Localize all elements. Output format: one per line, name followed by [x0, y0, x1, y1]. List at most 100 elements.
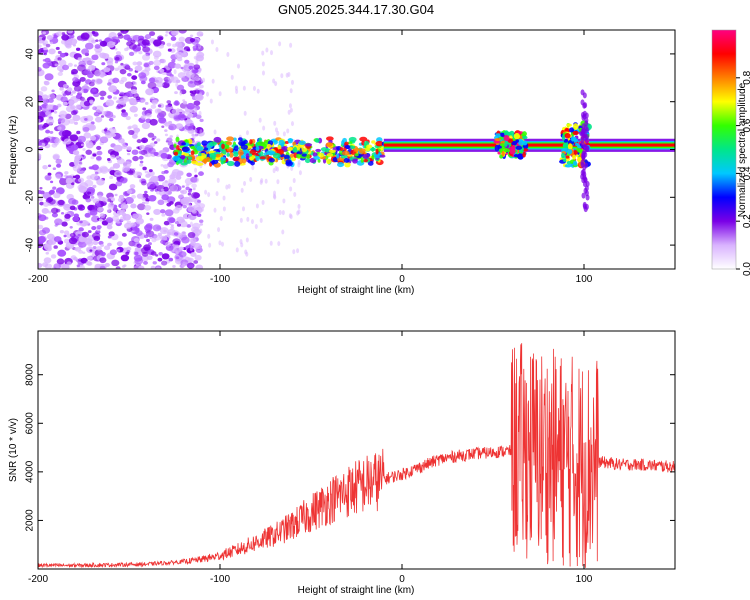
spectrogram-noise-blob: [107, 95, 113, 99]
spectrogram-noise-blob: [76, 264, 81, 268]
spectrogram-noise-blob: [186, 224, 192, 228]
spectrogram-noise-blob: [154, 76, 163, 84]
spectrogram-disturbance-blob: [513, 153, 519, 158]
spectrogram-noise-blob: [85, 260, 92, 266]
spectrogram-noise-blob: [92, 245, 97, 250]
spectrogram-band-blob: [226, 160, 235, 167]
spectrogram-faint-blob: [175, 82, 179, 88]
spectrogram-band-blob: [296, 153, 301, 159]
spectrogram-noise-blob: [82, 251, 86, 255]
spectrogram-noise-blob: [89, 173, 98, 181]
spectrogram-noise-blob: [62, 93, 67, 97]
spectrogram-noise-blob: [144, 153, 149, 157]
spectrogram-faint-blob: [292, 249, 296, 255]
spectrogram-noise-blob: [67, 62, 73, 67]
spectrogram-noise-blob: [68, 38, 78, 46]
spectrogram-noise-blob: [107, 148, 115, 155]
spectrogram-noise-blob: [38, 262, 43, 269]
spectrogram-disturbance-blob: [522, 135, 528, 140]
spectrogram-band-blob: [181, 146, 190, 152]
spectrogram-faint-blob: [289, 186, 293, 192]
spectrogram-noise-blob: [195, 264, 204, 269]
spectrogram-noise-blob: [153, 65, 160, 71]
snr-x-tick-label: -200: [28, 574, 48, 585]
spectrogram-noise-blob: [148, 77, 156, 83]
spectrogram-noise-blob: [187, 192, 192, 196]
spectrogram-noise-blob: [114, 193, 118, 197]
spectrogram-noise-blob: [93, 235, 101, 241]
colorbar-tick-label: 0.2: [742, 214, 750, 228]
spectrogram-faint-blob: [281, 229, 285, 235]
snr-ticks: -200 -100 0 100 2000 4000 6000 8000: [25, 331, 675, 585]
spectrogram-noise-blob: [192, 45, 199, 51]
spectrogram-noise-blob: [154, 141, 158, 144]
spectrogram-noise-blob: [170, 224, 174, 227]
spectrogram-noise-blob: [89, 249, 93, 252]
spectrogram-faint-blob: [194, 128, 198, 134]
spectrogram-noise-blob: [135, 96, 141, 101]
spectrogram-noise-blob: [166, 137, 173, 143]
spectrogram-noise-blob: [61, 264, 70, 269]
spectrogram-noise-blob: [129, 184, 136, 189]
spectrogram-noise-blob: [47, 164, 52, 168]
spectrogram-band-blob: [315, 148, 322, 153]
spectrogram-noise-blob: [91, 88, 97, 92]
spectrogram-disturbance-blob: [564, 164, 572, 168]
spectrogram-y-tick-label: -20: [25, 190, 36, 205]
spectrogram-band-blob: [343, 158, 350, 163]
spectrogram-streak-blob: [582, 203, 587, 210]
spectrogram-noise-blob: [142, 166, 147, 171]
spectrogram-noise-blob: [143, 234, 149, 239]
spectrogram-noise-blob: [167, 228, 176, 236]
spectrogram-noise-blob: [98, 39, 102, 42]
spectrogram-band-blob: [359, 136, 368, 142]
spectrogram-noise-blob: [77, 233, 81, 237]
spectrogram-band-blob: [178, 150, 182, 155]
spectrogram-noise-blob: [54, 138, 61, 144]
spectrogram-noise-blob: [167, 216, 175, 223]
spectrogram-noise-blob: [104, 245, 111, 251]
spectrogram-noise-blob: [84, 42, 94, 50]
spectrogram-noise-blob: [138, 50, 143, 55]
spectrogram-faint-blob: [251, 165, 255, 171]
spectrogram-band-blob: [366, 144, 373, 149]
spectrogram-band-blob: [180, 162, 188, 166]
spectrogram-noise-blob: [73, 85, 82, 92]
spectrogram-noise-blob: [99, 52, 107, 59]
spectrogram-noise-blob: [178, 36, 186, 42]
spectrogram-noise-blob: [77, 177, 85, 183]
spectrogram-band-blob: [293, 146, 298, 153]
spectrogram-noise-blob: [199, 84, 204, 89]
spectrogram-noise-blob: [56, 163, 62, 168]
spectrogram-noise-blob: [186, 102, 195, 110]
spectrogram-noise-blob: [80, 257, 88, 264]
spectrogram-disturbance-blob: [566, 123, 572, 127]
spectrogram-noise-blob: [164, 122, 170, 127]
spectrogram-noise-blob: [198, 203, 206, 209]
spectrogram-noise-blob: [117, 32, 123, 37]
spectrogram-band-blob: [360, 157, 364, 163]
spectrogram-noise-blob: [116, 241, 123, 247]
spectrogram-band-blob: [328, 149, 337, 153]
spectrogram-band-blob: [301, 147, 308, 153]
spectrogram-band-blob: [234, 161, 241, 167]
spectrogram-band-blob: [362, 154, 370, 160]
spectrogram-noise-blob: [194, 133, 199, 137]
spectrogram-noise-blob: [120, 203, 129, 210]
spectrogram-band-blob: [277, 144, 282, 151]
spectrogram-band-blob: [287, 138, 293, 144]
spectrogram-noise-blob: [116, 248, 121, 252]
spectrogram-noise-blob: [122, 95, 129, 100]
spectrogram-band-blob: [272, 152, 281, 159]
spectrogram-noise-blob: [42, 125, 47, 129]
spectrogram-noise-blob: [41, 262, 49, 268]
spectrogram-faint-blob: [270, 50, 274, 56]
spectrogram-faint-blob: [246, 216, 250, 222]
spectrogram-faint-blob: [222, 195, 226, 201]
spectrogram-noise-blob: [120, 62, 124, 66]
spectrogram-noise-blob: [151, 238, 157, 243]
spectrogram-faint-blob: [240, 242, 244, 248]
spectrogram-noise-blob: [49, 130, 54, 134]
